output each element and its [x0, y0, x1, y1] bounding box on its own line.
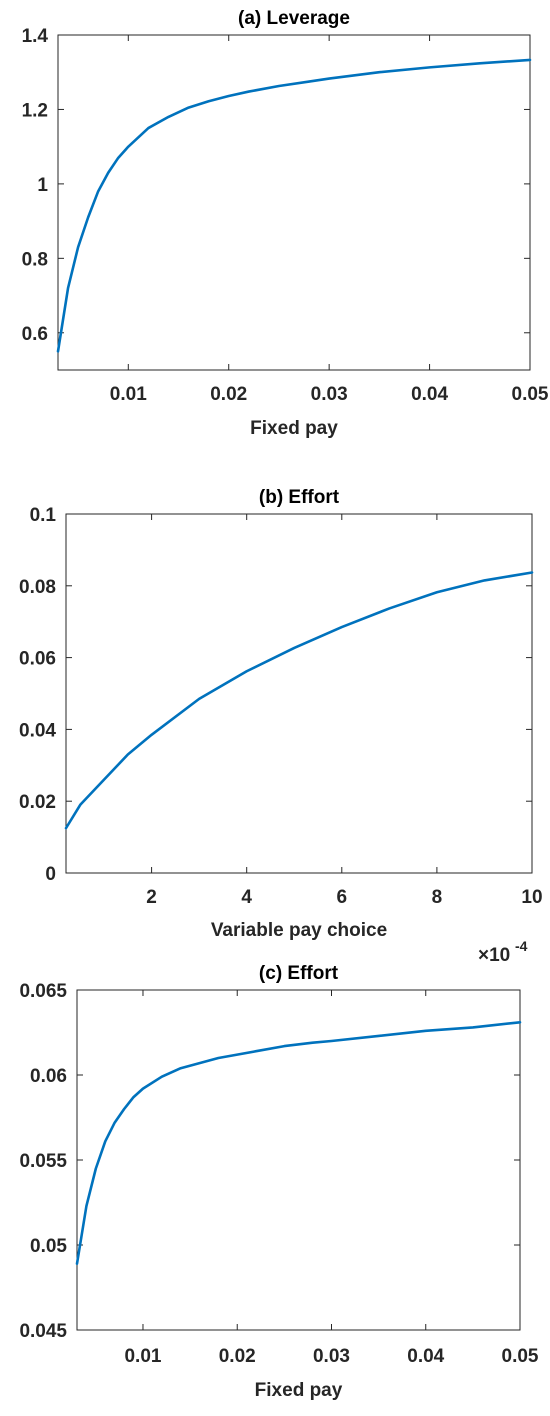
- x-tick-label: 0.04: [411, 384, 448, 405]
- x-tick-label: 0.03: [313, 1346, 350, 1367]
- x-tick-label: 6: [337, 887, 348, 908]
- series-line: [75, 1020, 522, 1265]
- x-tick-label: 0.04: [407, 1346, 444, 1367]
- x-tick-label: 0.02: [219, 1346, 256, 1367]
- y-tick-label: 0: [45, 864, 56, 885]
- x-axis-label: Fixed pay: [250, 418, 338, 439]
- y-tick-label: 0.065: [19, 981, 67, 1002]
- y-tick-label: 1: [37, 175, 48, 196]
- y-tick-label: 0.06: [19, 649, 56, 670]
- x-tick-label: 0.03: [311, 384, 348, 405]
- x-tick-label: 4: [241, 887, 252, 908]
- chart-title: (c) Effort: [259, 963, 339, 984]
- x-tick-label: 8: [432, 887, 443, 908]
- y-tick-label: 0.055: [19, 1151, 67, 1172]
- x-axis-label: Variable pay choice: [211, 920, 387, 941]
- x-axis-multiplier-exponent: -4: [515, 938, 528, 954]
- axes-box: [65, 513, 533, 874]
- axes-box: [57, 34, 531, 371]
- y-tick-label: 0.06: [30, 1066, 67, 1087]
- chart-title: (a) Leverage: [238, 8, 350, 29]
- y-tick-label: 1.2: [22, 100, 48, 121]
- chart-title: (b) Effort: [259, 487, 340, 508]
- y-tick-label: 0.04: [19, 720, 56, 741]
- x-tick-label: 2: [146, 887, 157, 908]
- y-tick-label: 0.8: [22, 249, 48, 270]
- series-line: [64, 571, 534, 830]
- y-tick-label: 1.4: [22, 26, 49, 47]
- x-tick-label: 0.02: [210, 384, 247, 405]
- series-line: [56, 58, 532, 353]
- x-axis-multiplier: ×10: [478, 945, 510, 966]
- x-tick-label: 0.05: [502, 1346, 539, 1367]
- y-tick-label: 0.1: [30, 505, 57, 526]
- y-tick-label: 0.08: [19, 577, 56, 598]
- y-tick-label: 0.045: [19, 1321, 67, 1342]
- chart-panel-effort-variable: (b) Effort 2 4 6 8 10 0 0.02 0.04 0.06 0.08 0.1 Vari…: [19, 487, 543, 966]
- axes-box: [76, 989, 521, 1331]
- chart-panel-leverage: (a) Leverage 0.01 0.02 0.03 0.04 0.05 0.6 0.8 1 1…: [22, 8, 549, 439]
- x-tick-label: 0.01: [124, 1346, 161, 1367]
- chart-panel-effort-fixed: (c) Effort 0.01 0.02 0.03 0.04 0.05 0.045 0.05 0…: [19, 963, 538, 1401]
- x-tick-label: 10: [521, 887, 542, 908]
- x-tick-label: 0.01: [110, 384, 147, 405]
- x-axis-label: Fixed pay: [255, 1380, 343, 1401]
- y-tick-label: 0.6: [22, 324, 48, 345]
- y-tick-label: 0.02: [19, 792, 56, 813]
- x-tick-label: 0.05: [512, 384, 549, 405]
- y-tick-label: 0.05: [30, 1236, 67, 1257]
